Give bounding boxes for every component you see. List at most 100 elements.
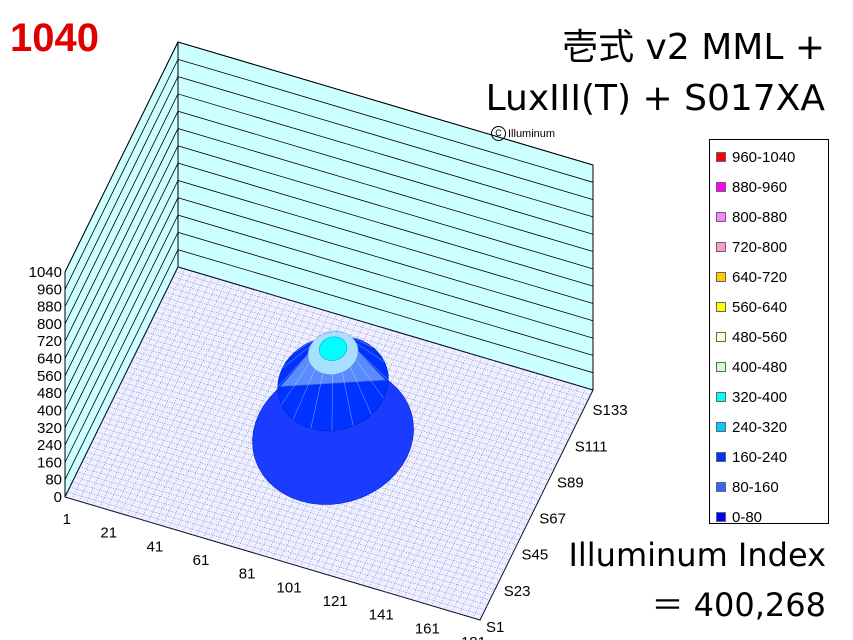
wall-gridline <box>64 197 594 428</box>
floor-mesh-line <box>94 436 510 561</box>
legend-swatch <box>716 212 726 222</box>
floor-mesh-line <box>84 456 500 581</box>
floor-mesh-line <box>196 305 310 537</box>
floor-mesh-line <box>369 357 483 588</box>
legend-swatch <box>716 302 726 312</box>
y-tick-label: S111 <box>575 438 608 455</box>
spot-mesh-line <box>355 359 384 399</box>
z-tick-label: 320 <box>37 420 62 437</box>
floor-mesh-line <box>177 266 594 391</box>
floor-mesh-line <box>148 326 564 451</box>
legend-swatch <box>716 482 726 492</box>
z-tick-label: 960 <box>37 281 62 298</box>
floor-mesh-line <box>128 366 544 491</box>
floor-mesh-line <box>155 311 571 436</box>
legend-swatch <box>716 452 726 462</box>
spot-mesh-line <box>292 369 316 420</box>
legend-swatch <box>716 422 726 432</box>
spot-mesh-line <box>281 362 310 405</box>
y-tick-label: S23 <box>504 583 531 600</box>
x-tick-label: 141 <box>369 607 394 624</box>
legend-label: 640-720 <box>732 268 788 286</box>
floor-mesh-line <box>189 303 303 535</box>
legend-label: 880-960 <box>732 178 788 196</box>
spot-mesh-line <box>333 331 335 336</box>
legend-label: 800-880 <box>732 208 788 226</box>
copyright-icon: C <box>491 126 506 141</box>
index-value: ＝ 400,268 <box>651 586 826 624</box>
floor-mesh-line <box>165 291 581 416</box>
legend-item: 640-720 <box>716 267 787 287</box>
chart-title-line-1: 壱式 v2 MML + <box>562 27 825 68</box>
legend-swatch <box>716 242 726 252</box>
z-tick-label: 800 <box>37 316 62 333</box>
floor-mesh-line <box>67 491 483 616</box>
legend-item: 560-640 <box>716 297 787 317</box>
surface-plot <box>252 331 414 505</box>
floor-mesh-line <box>87 451 503 576</box>
legend-item: 160-240 <box>716 447 787 467</box>
spot-mesh-line <box>282 346 311 369</box>
wall-gridline <box>64 110 594 342</box>
floor-mesh-line <box>173 276 589 401</box>
legend-item: 0-80 <box>716 507 762 527</box>
spot-peak <box>318 336 348 361</box>
x-tick-label: 61 <box>193 552 210 569</box>
spot-mesh-line <box>342 372 354 426</box>
legend-label: 320-400 <box>732 388 788 406</box>
wall-gridline <box>64 145 594 377</box>
floor-mesh-line <box>121 381 537 506</box>
floor-mesh-line <box>114 396 530 521</box>
floor-mesh-line <box>452 381 566 612</box>
copyright-text: Illuminum <box>508 127 556 140</box>
legend-label: 960-1040 <box>732 148 796 166</box>
spot-mesh-line <box>277 354 309 387</box>
wall-gridline <box>64 58 594 290</box>
floor-mesh-line <box>145 331 562 456</box>
y-tick-label: S1 <box>486 619 504 636</box>
spot-mesh-line <box>351 336 374 348</box>
x-tick-label: 181 <box>461 634 486 640</box>
floor-mesh-line <box>69 486 485 611</box>
legend-item: 880-960 <box>716 177 787 197</box>
x-tick-label: 41 <box>147 538 164 555</box>
floor-mesh-line <box>153 316 569 441</box>
floor-mesh-line <box>131 361 547 486</box>
spot-mesh-line <box>331 374 333 431</box>
spot-mesh-line <box>294 338 316 353</box>
floor-mesh-line <box>118 386 535 511</box>
floor-mesh-line <box>168 286 584 411</box>
floor-mesh-line <box>133 356 549 481</box>
floor-mesh-line <box>445 379 559 610</box>
floor-mesh-line <box>127 285 241 516</box>
y-tick-label: S67 <box>539 511 566 528</box>
floor-mesh-line <box>101 421 517 546</box>
floor-mesh-line <box>106 411 522 536</box>
x-tick-label: 161 <box>415 620 440 637</box>
floor-mesh-line <box>104 416 520 541</box>
z-tick-label: 240 <box>37 437 62 454</box>
floor-mesh-line <box>78 270 193 502</box>
floor-mesh-line <box>160 301 576 426</box>
z-tick-label: 880 <box>37 299 62 316</box>
floor-mesh-line <box>111 401 527 526</box>
legend-swatch <box>716 332 726 342</box>
z-tick-label: 400 <box>37 402 62 419</box>
floor-mesh-line <box>438 377 552 608</box>
floor-mesh-line <box>143 336 559 461</box>
wall-gridline <box>64 93 594 325</box>
legend-item: 400-480 <box>716 357 787 377</box>
spot-mesh-line <box>343 332 356 339</box>
spot-mesh-line <box>350 367 372 415</box>
legend-label: 480-560 <box>732 328 788 346</box>
floor-mesh-line <box>72 481 488 606</box>
floor-mesh-line <box>150 321 567 446</box>
wall-gridline <box>64 41 594 273</box>
x-tick-label: 101 <box>277 579 302 596</box>
wall-gridline <box>64 162 594 394</box>
floor-mesh-line <box>82 461 498 586</box>
y-tick-label: S89 <box>557 474 584 491</box>
floor-mesh-line <box>136 351 552 476</box>
peak-value-label: 1040 <box>10 16 99 60</box>
